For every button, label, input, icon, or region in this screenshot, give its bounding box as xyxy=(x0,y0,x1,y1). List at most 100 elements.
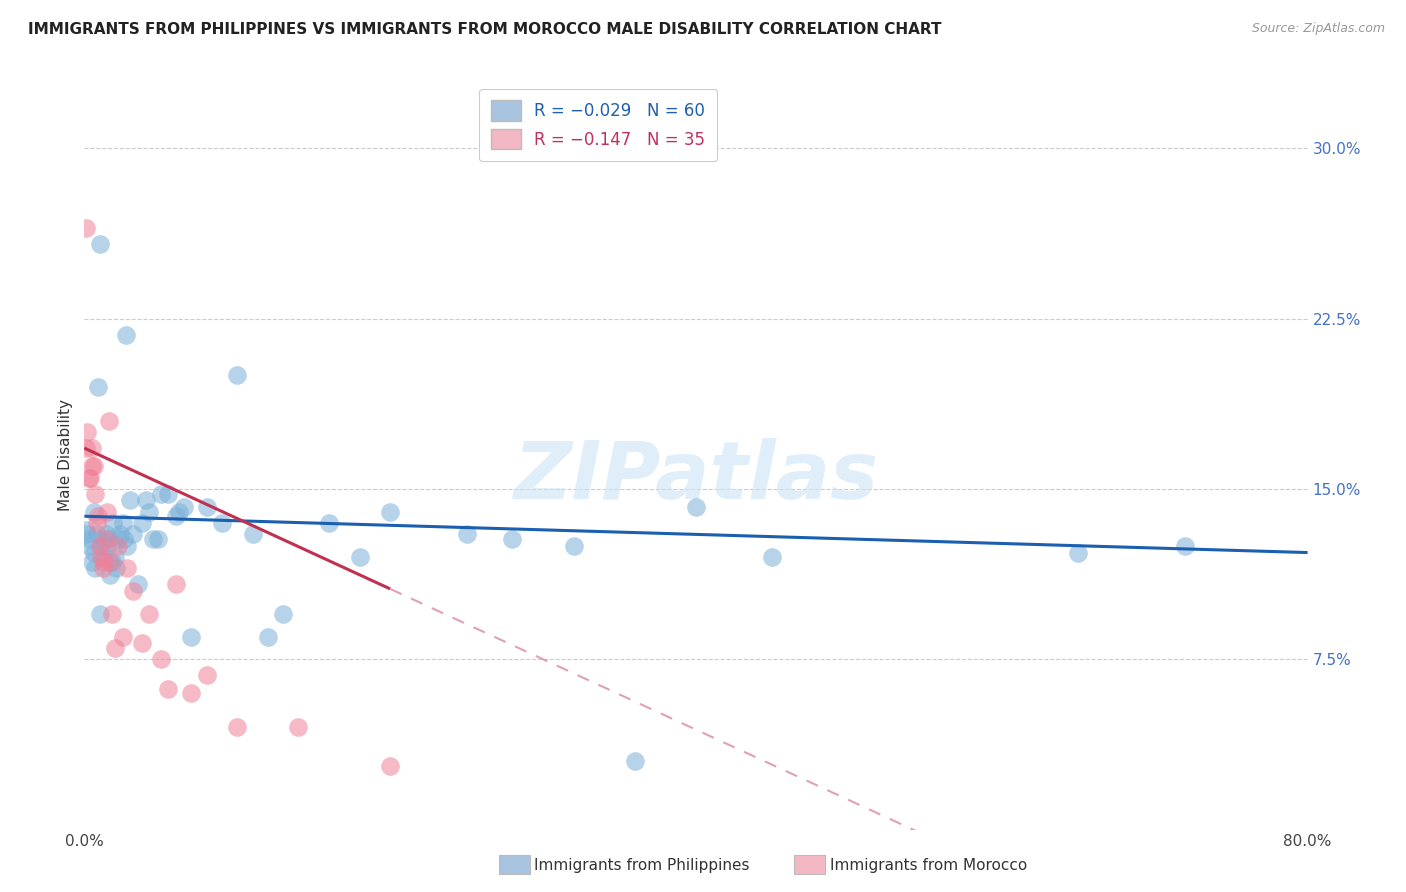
Point xyxy=(226,720,249,734)
Point xyxy=(83,505,105,519)
Point xyxy=(103,516,125,530)
Point xyxy=(91,532,114,546)
Legend: R = −0.029   N = 60, R = −0.147   N = 35: R = −0.029 N = 60, R = −0.147 N = 35 xyxy=(479,88,717,161)
Text: Source: ZipAtlas.com: Source: ZipAtlas.com xyxy=(1251,22,1385,36)
Point xyxy=(157,681,180,696)
Point xyxy=(131,636,153,650)
Point xyxy=(87,509,110,524)
Point xyxy=(96,505,118,519)
Point xyxy=(101,555,124,569)
Point xyxy=(80,459,103,474)
Point xyxy=(180,630,202,644)
Point xyxy=(111,516,134,530)
Point xyxy=(1174,539,1197,553)
Text: Immigrants from Morocco: Immigrants from Morocco xyxy=(830,858,1026,872)
Point xyxy=(104,640,127,655)
Point xyxy=(75,523,97,537)
Point xyxy=(131,516,153,530)
Point xyxy=(242,527,264,541)
Point xyxy=(1067,545,1090,559)
Point xyxy=(84,561,107,575)
Point xyxy=(165,509,187,524)
Point xyxy=(195,500,218,515)
Point xyxy=(287,720,309,734)
Point xyxy=(86,527,108,541)
Point xyxy=(226,368,249,383)
Point xyxy=(107,539,129,553)
Point xyxy=(127,577,149,591)
Point xyxy=(502,532,524,546)
Point xyxy=(86,516,108,530)
Point xyxy=(149,486,172,500)
Point xyxy=(111,630,134,644)
Point xyxy=(89,539,111,553)
Point xyxy=(96,539,118,553)
Point xyxy=(211,516,233,530)
Point xyxy=(180,686,202,700)
Point xyxy=(105,561,128,575)
Point xyxy=(93,555,115,569)
Point xyxy=(76,425,98,440)
Point xyxy=(349,550,371,565)
Point xyxy=(380,759,402,773)
Point xyxy=(90,550,112,565)
Point xyxy=(173,500,195,515)
Point xyxy=(107,532,129,546)
Point xyxy=(108,527,131,541)
Point xyxy=(89,236,111,251)
Point xyxy=(90,539,112,553)
Point xyxy=(104,550,127,565)
Point xyxy=(87,380,110,394)
Point xyxy=(97,414,120,428)
Point xyxy=(624,755,647,769)
Point xyxy=(98,568,121,582)
Point xyxy=(101,607,124,621)
Point xyxy=(83,459,105,474)
Point xyxy=(135,493,157,508)
Point xyxy=(456,527,478,541)
Point xyxy=(165,577,187,591)
Point xyxy=(761,550,783,565)
Point xyxy=(97,532,120,546)
Point xyxy=(83,545,105,559)
Point xyxy=(79,532,101,546)
Point xyxy=(114,327,136,342)
Point xyxy=(380,505,402,519)
Text: ZIPatlas: ZIPatlas xyxy=(513,438,879,516)
Point xyxy=(84,486,107,500)
Point xyxy=(98,555,121,569)
Point xyxy=(80,441,103,455)
Point xyxy=(257,630,280,644)
Text: IMMIGRANTS FROM PHILIPPINES VS IMMIGRANTS FROM MOROCCO MALE DISABILITY CORRELATI: IMMIGRANTS FROM PHILIPPINES VS IMMIGRANT… xyxy=(28,22,942,37)
Point xyxy=(149,652,172,666)
Point xyxy=(115,561,138,575)
Point xyxy=(138,505,160,519)
Point xyxy=(318,516,340,530)
Point xyxy=(94,532,117,546)
Point xyxy=(76,527,98,541)
Point xyxy=(685,500,707,515)
Point xyxy=(142,532,165,546)
Point xyxy=(138,607,160,621)
Point xyxy=(93,550,115,565)
Point xyxy=(77,470,100,484)
Text: Immigrants from Philippines: Immigrants from Philippines xyxy=(534,858,749,872)
Point xyxy=(146,532,169,546)
Point xyxy=(94,527,117,541)
Point xyxy=(157,486,180,500)
Point xyxy=(112,532,135,546)
Point xyxy=(562,539,585,553)
Point xyxy=(77,539,100,553)
Point xyxy=(91,561,114,575)
Point xyxy=(167,505,190,519)
Point xyxy=(120,493,142,508)
Point xyxy=(79,470,101,484)
Point xyxy=(122,527,145,541)
Point xyxy=(271,607,294,621)
Point xyxy=(75,441,97,455)
Point xyxy=(80,555,103,569)
Point xyxy=(195,668,218,682)
Y-axis label: Male Disability: Male Disability xyxy=(58,399,73,511)
Point xyxy=(122,584,145,599)
Point xyxy=(115,539,138,553)
